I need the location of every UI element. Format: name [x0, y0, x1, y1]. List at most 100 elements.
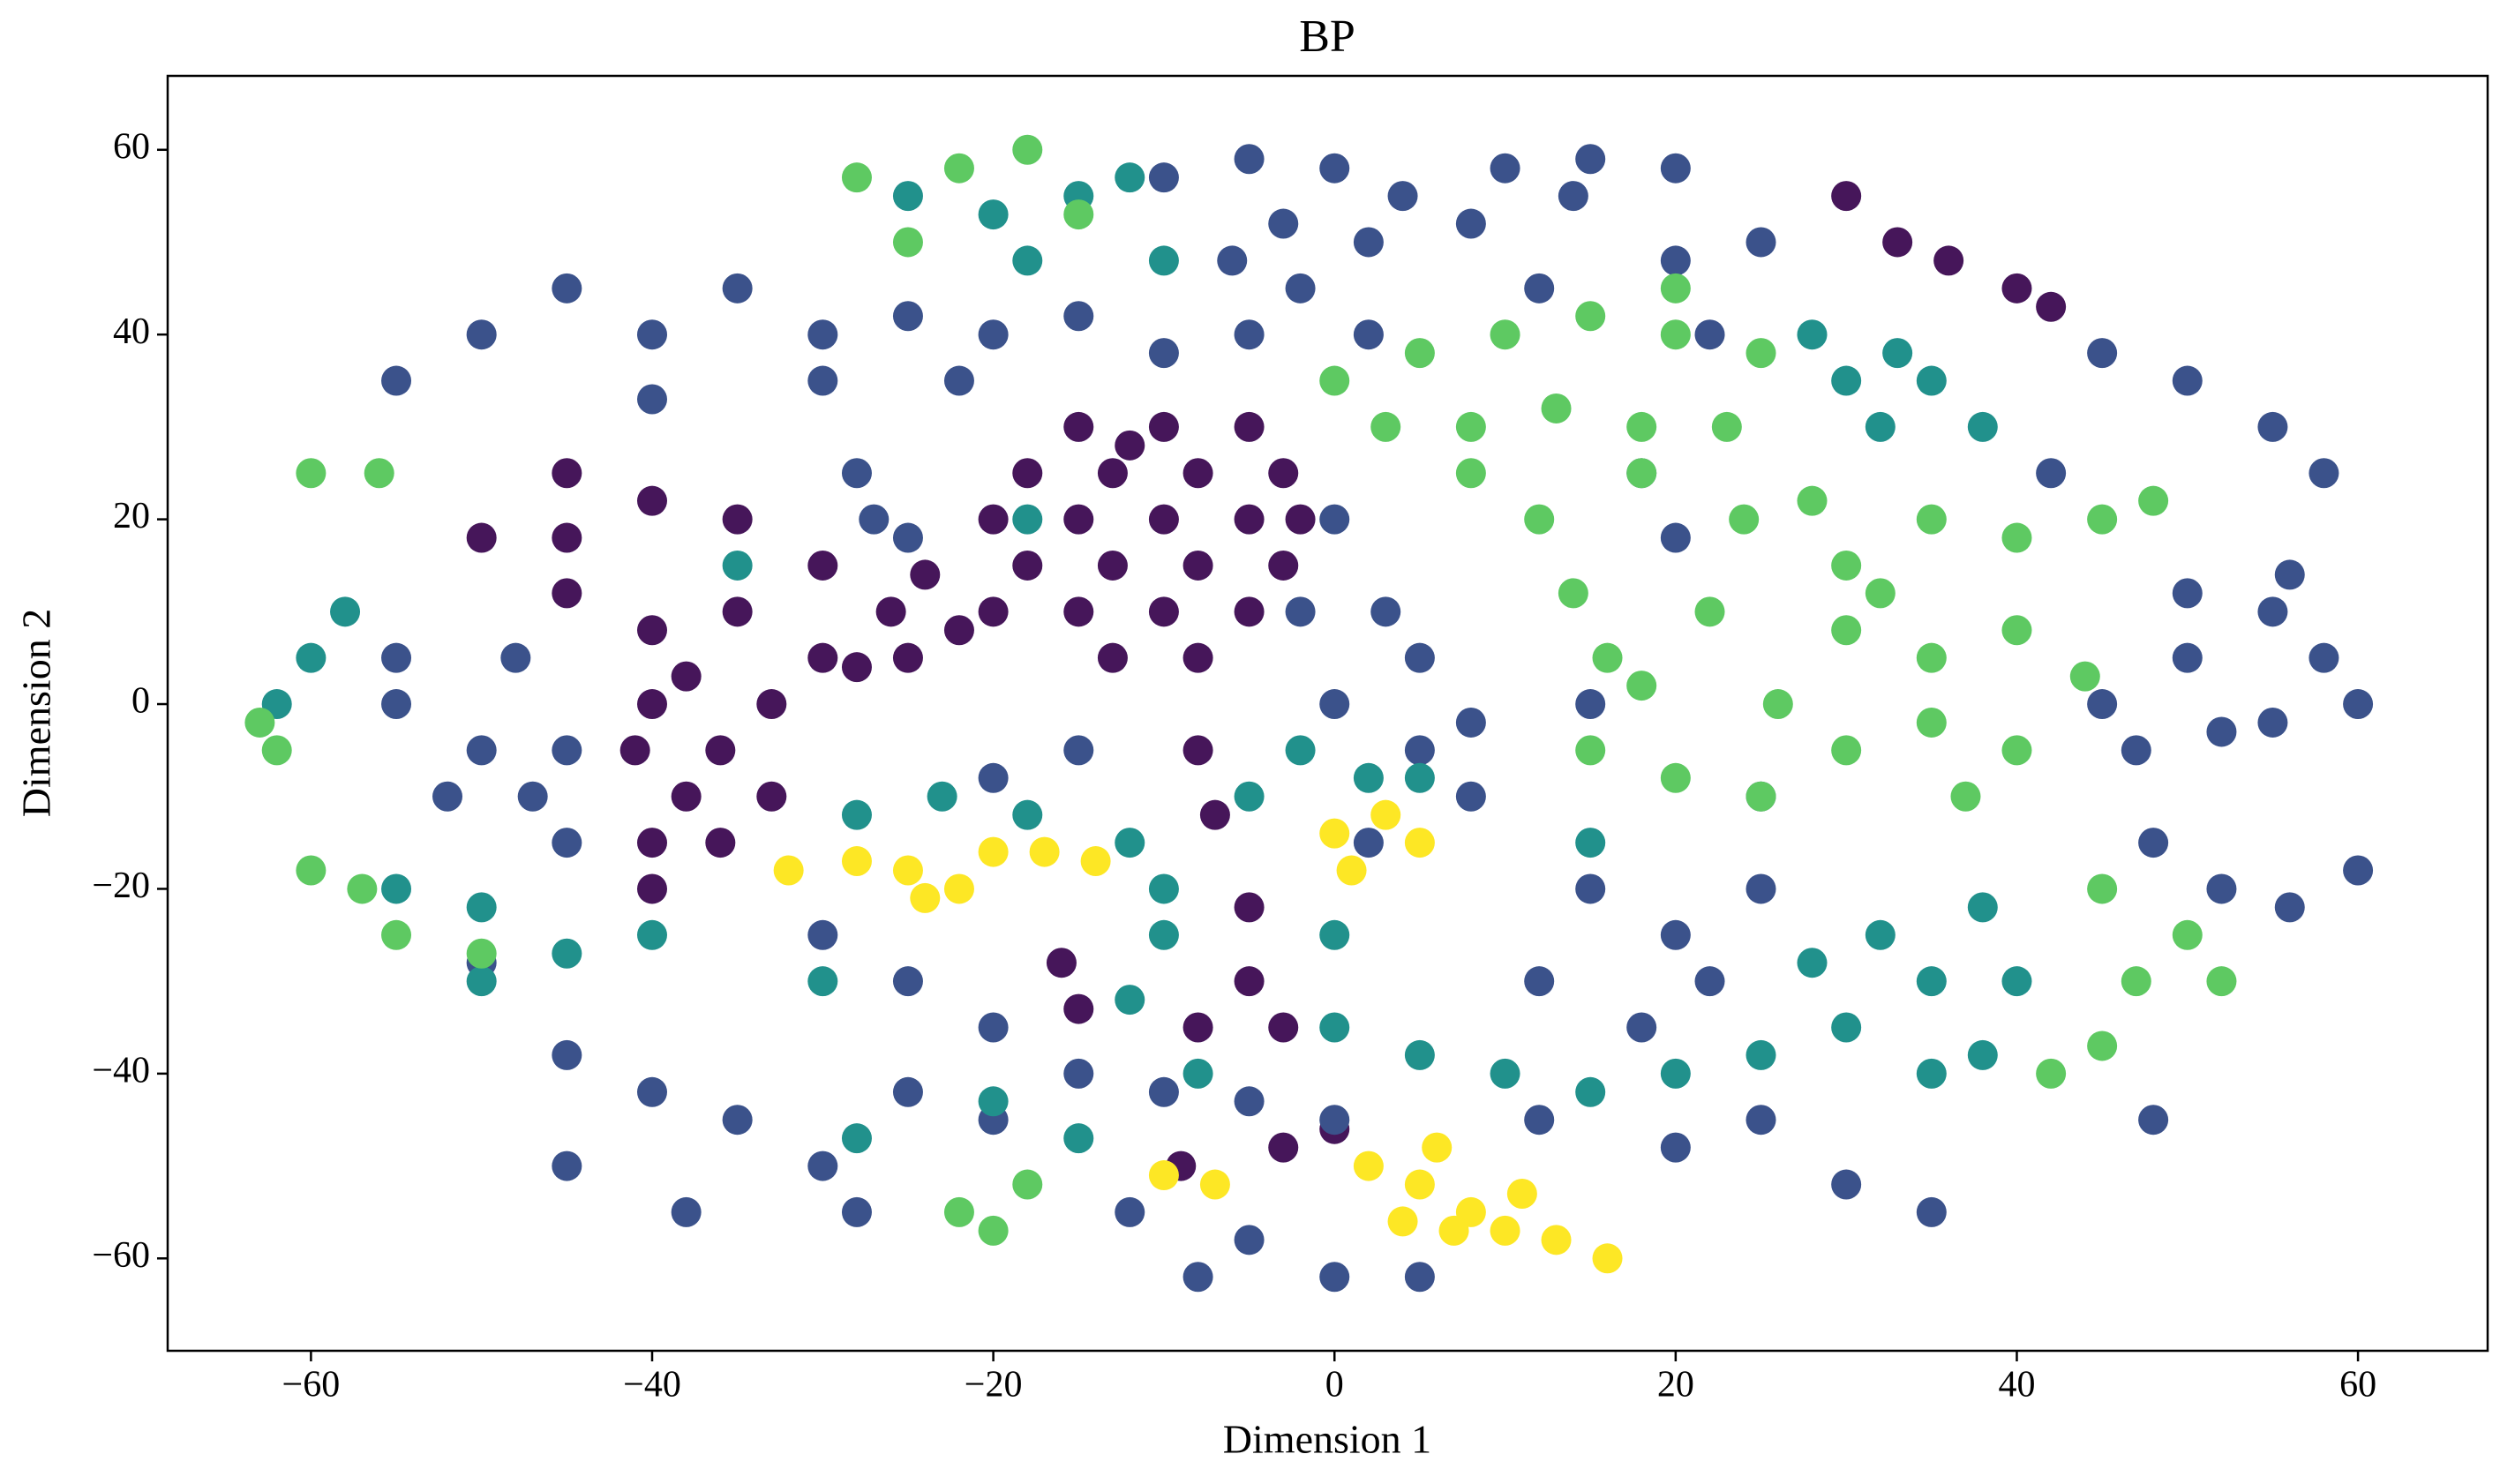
x-tick-label: 60 [2339, 1365, 2376, 1405]
x-tick-label: 0 [1325, 1365, 1344, 1405]
point [1524, 1105, 1555, 1135]
point [1336, 855, 1367, 886]
point [1285, 504, 1316, 535]
point [1592, 1243, 1623, 1274]
point [1387, 181, 1418, 212]
point [1916, 504, 1947, 535]
y-tick-label: 20 [113, 496, 150, 536]
point [1865, 578, 1896, 609]
point [705, 735, 736, 766]
point [841, 1196, 872, 1227]
point [1694, 966, 1725, 997]
point [892, 642, 923, 673]
point [1455, 411, 1486, 442]
point [722, 1105, 753, 1135]
point [705, 828, 736, 858]
point [1916, 642, 1947, 673]
point [1370, 799, 1401, 830]
point [1660, 1058, 1691, 1089]
point [1575, 873, 1606, 904]
point [364, 458, 394, 489]
point [1080, 846, 1111, 877]
point [1182, 642, 1213, 673]
point [1797, 948, 1828, 978]
point [432, 781, 463, 812]
point [1831, 181, 1862, 212]
x-axis-label: Dimension 1 [1223, 1417, 1431, 1462]
point [517, 781, 548, 812]
point [1831, 1012, 1862, 1043]
point [1234, 1086, 1265, 1117]
point [892, 966, 923, 997]
point [892, 1076, 923, 1107]
point [1319, 919, 1350, 950]
point [1268, 458, 1299, 489]
point [1660, 919, 1691, 950]
point [552, 522, 582, 553]
point [1234, 892, 1265, 923]
point [1148, 1076, 1179, 1107]
point [756, 781, 787, 812]
point [910, 559, 941, 590]
point [296, 855, 327, 886]
point [636, 1076, 667, 1107]
point [2309, 458, 2339, 489]
point [1541, 393, 1572, 423]
point [1319, 504, 1350, 535]
point [978, 504, 1009, 535]
point [1711, 411, 1742, 442]
point [1012, 458, 1043, 489]
point [1865, 919, 1896, 950]
point [1575, 1076, 1606, 1107]
point [1199, 1169, 1230, 1200]
point [756, 689, 787, 720]
point [722, 273, 753, 304]
point [1387, 1206, 1418, 1237]
point [1285, 735, 1316, 766]
point [1370, 411, 1401, 442]
point [892, 522, 923, 553]
point [552, 1150, 582, 1181]
point [807, 919, 838, 950]
point [1115, 985, 1145, 1016]
point [841, 1123, 872, 1154]
point [1797, 319, 1828, 350]
y-tick-label: −20 [92, 866, 150, 906]
point [1063, 735, 1094, 766]
point [2172, 365, 2203, 396]
point [1234, 411, 1265, 442]
point [552, 1039, 582, 1070]
point [261, 735, 292, 766]
point [1063, 1058, 1094, 1089]
point [1199, 799, 1230, 830]
point [1660, 1132, 1691, 1163]
point [244, 707, 275, 738]
point [1404, 1169, 1435, 1200]
point [1234, 1225, 1265, 1255]
point [2121, 735, 2151, 766]
point [347, 873, 378, 904]
point [1234, 966, 1265, 997]
point [1353, 1150, 1384, 1181]
point [2087, 338, 2118, 369]
point [381, 919, 412, 950]
point [636, 919, 667, 950]
point [1729, 504, 1760, 535]
point [552, 735, 582, 766]
point [552, 828, 582, 858]
point [1353, 319, 1384, 350]
point [1319, 1105, 1350, 1135]
point [1660, 522, 1691, 553]
y-tick-label: 40 [113, 311, 150, 352]
point [2138, 828, 2169, 858]
point [1660, 273, 1691, 304]
point [636, 828, 667, 858]
point [875, 596, 906, 627]
point [807, 1150, 838, 1181]
point [807, 642, 838, 673]
point [1831, 735, 1862, 766]
point [1745, 1105, 1776, 1135]
point [2172, 642, 2203, 673]
point [1319, 153, 1350, 184]
